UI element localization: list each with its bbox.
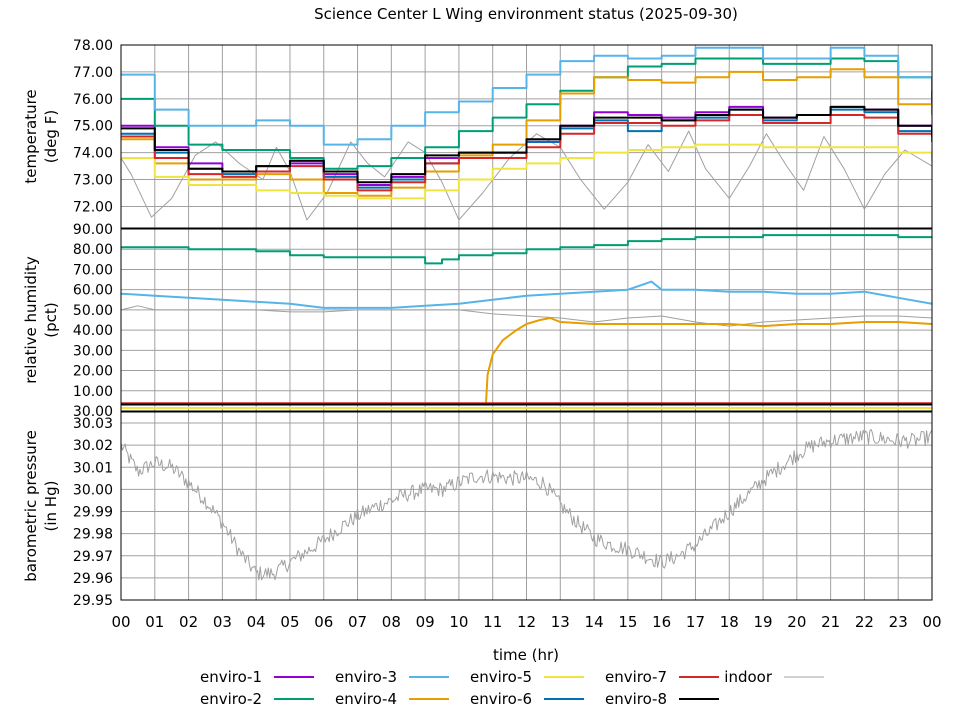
legend-item-enviro-3: enviro-3	[335, 668, 449, 686]
y-tick-label: 29.95	[73, 593, 113, 609]
y-tick-label: 75.00	[73, 119, 113, 135]
panels: 72.00 73.00 74.00 75.00 76.00 77.00 78.00 tempe…	[22, 38, 942, 631]
y-tick-label: 29.98	[73, 527, 113, 543]
x-tick-label: 14	[585, 613, 604, 631]
legend-item-enviro-4: enviro-4	[335, 690, 449, 708]
x-tick-label: 09	[416, 613, 435, 631]
legend-item-enviro-1: enviro-1	[200, 668, 314, 686]
y-tick-label: 50.00	[73, 303, 113, 319]
pressure-y-axis-label: (in Hg)	[42, 481, 60, 532]
legend-item-enviro-5: enviro-5	[470, 668, 584, 686]
x-tick-label: 15	[618, 613, 637, 631]
legend-label: enviro-6	[470, 690, 532, 708]
pressure-y-axis-label: barometric pressure	[22, 430, 40, 582]
series-enviro-2-temperature	[121, 57, 932, 170]
x-tick-label: 17	[686, 613, 705, 631]
y-tick-label: 78.00	[73, 38, 113, 54]
humidity-series-group	[121, 234, 932, 409]
x-tick-label: 00	[922, 613, 941, 631]
pressure-frame	[120, 411, 933, 601]
y-tick-label: 60.00	[73, 283, 113, 299]
y-tick-label: 70.00	[73, 262, 113, 278]
y-tick-label: 76.00	[73, 92, 113, 108]
series-enviro-3-temperature	[121, 46, 932, 146]
x-tick-label: 19	[753, 613, 772, 631]
x-tick-label: 10	[449, 613, 468, 631]
y-tick-label: 80.00	[73, 242, 113, 258]
legend-item-enviro-8: enviro-8	[605, 690, 719, 708]
legend-item-indoor: indoor	[724, 668, 824, 686]
y-tick-label: 29.96	[73, 571, 113, 587]
pressure-series-group	[121, 429, 932, 581]
legend-label: indoor	[724, 668, 773, 686]
humidity-frame	[120, 228, 933, 412]
series-enviro-2-humidity	[121, 234, 932, 265]
series-enviro-3-humidity	[121, 280, 932, 309]
x-tick-label: 12	[517, 613, 536, 631]
x-tick-label: 23	[889, 613, 908, 631]
legend-item-enviro-6: enviro-6	[470, 690, 584, 708]
legend-label: enviro-3	[335, 668, 397, 686]
legend-item-enviro-7: enviro-7	[605, 668, 719, 686]
legend-item-enviro-2: enviro-2	[200, 690, 314, 708]
humidity-y-axis-label: relative humidity	[22, 256, 40, 384]
y-tick-label: 72.00	[73, 199, 113, 215]
y-tick-label: 77.00	[73, 65, 113, 81]
series-enviro-4-humidity	[484, 317, 932, 405]
temperature-y-axis-label: (deg F)	[42, 110, 60, 163]
y-tick-label: 30.00	[73, 343, 113, 359]
series-indoor-pressure	[121, 429, 932, 581]
chart-title: Science Center L Wing environment status…	[314, 5, 738, 23]
temperature-series-group	[121, 46, 932, 221]
series-enviro-4-temperature	[121, 68, 932, 197]
legend-label: enviro-2	[200, 690, 262, 708]
legend-label: enviro-7	[605, 668, 667, 686]
y-tick-label: 30.00	[73, 404, 113, 420]
x-tick-label: 21	[821, 613, 840, 631]
panel-pressure: 29.95 29.96 29.97 29.98 29.99 30.00 30.01 30.02…	[22, 411, 933, 609]
x-tick-label: 01	[145, 613, 164, 631]
y-tick-label: 29.97	[73, 549, 113, 565]
legend: enviro-1 enviro-3 enviro-5 enviro-7 indoor en…	[200, 668, 824, 708]
y-tick-label: 29.99	[73, 505, 113, 521]
x-tick-label: 13	[551, 613, 570, 631]
panel-humidity: 30.00 10.00 20.00 30.00 40.00 50.00 60.00 70.00…	[22, 222, 933, 420]
x-tick-label: 16	[652, 613, 671, 631]
x-tick-label: 02	[179, 613, 198, 631]
legend-label: enviro-1	[200, 668, 262, 686]
series-enviro-5-temperature	[121, 143, 932, 200]
y-tick-label: 10.00	[73, 384, 113, 400]
x-tick-label: 11	[483, 613, 502, 631]
legend-label: enviro-8	[605, 690, 667, 708]
temperature-frame	[120, 44, 933, 229]
legend-label: enviro-4	[335, 690, 397, 708]
y-tick-label: 30.00	[73, 482, 113, 498]
x-tick-label: 22	[855, 613, 874, 631]
x-axis-label: time (hr)	[493, 646, 559, 664]
y-tick-label: 74.00	[73, 146, 113, 162]
x-tick-label: 04	[247, 613, 266, 631]
x-tick-label: 05	[280, 613, 299, 631]
y-tick-label: 30.03	[73, 416, 113, 432]
y-tick-label: 30.02	[73, 438, 113, 454]
x-tick-label: 00	[111, 613, 130, 631]
legend-label: enviro-5	[470, 668, 532, 686]
series-enviro-8-temperature	[121, 105, 932, 184]
panel-temperature: 72.00 73.00 74.00 75.00 76.00 77.00 78.00 tempe…	[22, 38, 933, 229]
y-tick-label: 20.00	[73, 364, 113, 380]
temperature-y-axis-label: temperature	[22, 89, 40, 183]
y-tick-label: 30.01	[73, 460, 113, 476]
x-tick-label: 08	[382, 613, 401, 631]
y-tick-label: 40.00	[73, 323, 113, 339]
x-tick-label: 03	[213, 613, 232, 631]
x-tick-label: 20	[787, 613, 806, 631]
x-tick-label: 07	[348, 613, 367, 631]
humidity-y-axis-label: (pct)	[42, 302, 60, 337]
series-indoor-humidity	[121, 305, 932, 327]
y-tick-label: 73.00	[73, 173, 113, 189]
x-tick-label: 18	[720, 613, 739, 631]
x-tick-label: 06	[314, 613, 333, 631]
y-tick-label: 90.00	[73, 222, 113, 238]
